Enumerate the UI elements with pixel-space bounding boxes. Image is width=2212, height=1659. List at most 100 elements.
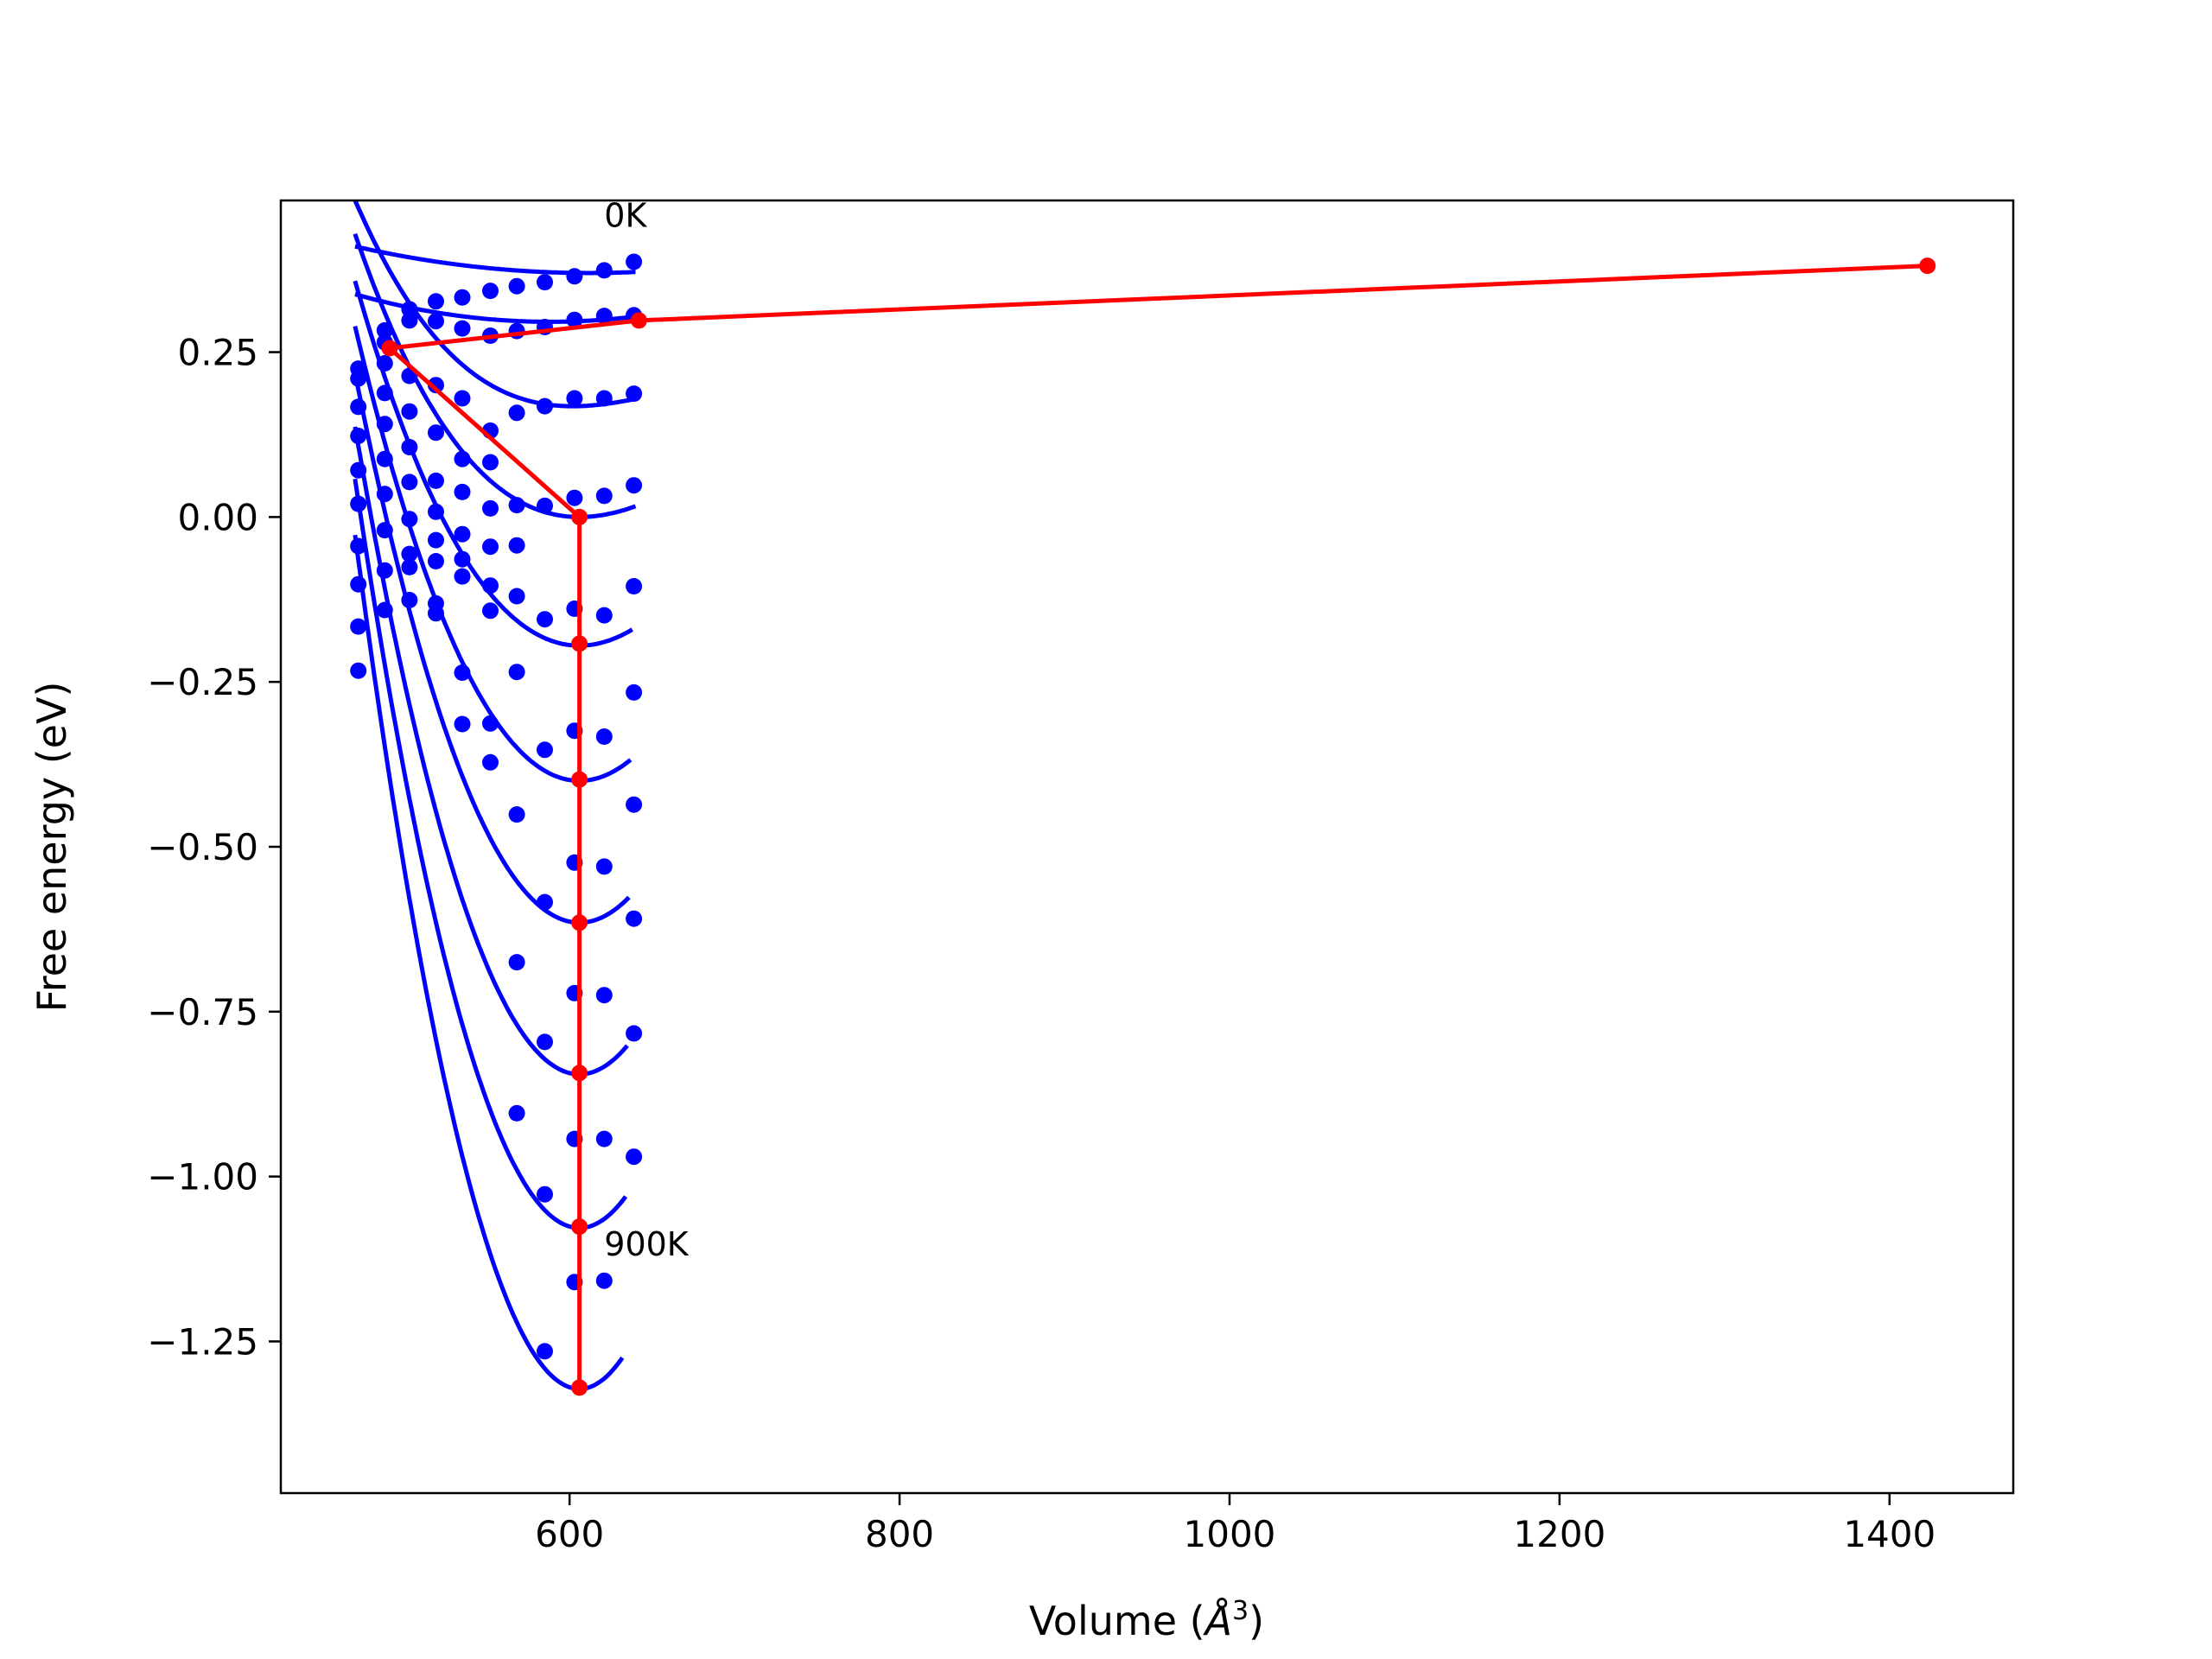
data-point-4-7 (537, 611, 553, 628)
data-point-1-8 (566, 311, 583, 328)
annotation-0: 0K (604, 197, 647, 235)
data-point-9-0 (350, 662, 367, 679)
minima-point-4 (571, 635, 588, 652)
data-point-0-10 (626, 253, 643, 270)
data-point-3-3 (428, 424, 444, 442)
x-tick-label-1400: 1400 (1843, 1513, 1936, 1555)
data-point-5-10 (626, 683, 643, 701)
data-point-4-5 (482, 499, 499, 517)
minima-point-2 (381, 340, 398, 357)
data-point-6-7 (537, 893, 553, 911)
data-point-9-4 (454, 715, 471, 733)
data-point-3-4 (454, 450, 471, 467)
minima-path (381, 257, 1936, 1396)
data-point-0-2 (401, 301, 418, 318)
data-point-6-2 (401, 511, 418, 528)
x-axis-ticks: 600 800 1000 1200 1400 (535, 1493, 1936, 1555)
data-point-4-6 (508, 537, 525, 554)
data-point-4-10 (626, 578, 643, 594)
data-point-9-2 (401, 592, 418, 608)
data-point-2-7 (537, 397, 553, 415)
minima-point-5 (571, 771, 588, 788)
data-point-5-4 (454, 525, 471, 543)
data-point-2-10 (626, 385, 643, 403)
data-point-9-7 (537, 1343, 553, 1360)
data-points (350, 253, 643, 1360)
data-point-5-9 (595, 728, 613, 745)
data-point-5-1 (376, 450, 393, 467)
data-point-3-8 (566, 489, 583, 506)
x-axis-label: Volume (Å3) (1029, 1596, 1264, 1644)
data-point-3-1 (376, 385, 393, 402)
data-point-0-6 (508, 277, 525, 295)
data-point-8-0 (350, 618, 367, 635)
minima-point-9 (571, 1379, 588, 1396)
annotation-1: 900K (604, 1225, 690, 1263)
data-point-7-2 (401, 545, 418, 563)
data-point-9-10 (626, 1148, 643, 1166)
data-point-2-6 (508, 404, 525, 422)
data-point-0-9 (595, 262, 613, 279)
data-point-8-2 (401, 558, 418, 575)
data-point-3-0 (350, 428, 367, 444)
data-point-4-4 (454, 483, 471, 500)
y-tick-label-1: −1.00 (147, 1156, 258, 1198)
data-point-6-9 (595, 858, 613, 875)
data-point-2-1 (376, 355, 393, 372)
data-point-7-10 (626, 910, 643, 927)
data-point-3-2 (401, 403, 418, 420)
data-point-1-9 (595, 308, 613, 325)
x-tick-label-800: 800 (865, 1513, 934, 1555)
data-point-2-0 (350, 398, 367, 416)
fit-curve-1 (354, 292, 636, 324)
data-point-7-6 (508, 806, 525, 823)
data-point-1-2 (401, 312, 418, 329)
minima-point-7 (571, 1065, 588, 1082)
data-point-0-3 (428, 293, 444, 310)
y-tick-label-5: 0.00 (177, 496, 258, 538)
data-point-6-5 (482, 577, 499, 594)
data-point-6-10 (626, 796, 643, 813)
data-point-1-4 (454, 320, 471, 337)
data-point-0-5 (482, 283, 499, 300)
data-point-1-0 (350, 360, 367, 378)
data-point-1-3 (428, 313, 444, 330)
data-point-8-6 (508, 954, 525, 971)
data-point-4-0 (350, 461, 367, 479)
data-point-3-9 (595, 487, 613, 505)
data-point-5-3 (428, 503, 444, 520)
data-point-6-3 (428, 531, 444, 549)
x-tick-label-1200: 1200 (1513, 1513, 1605, 1555)
data-point-0-4 (454, 289, 471, 306)
data-point-9-5 (482, 753, 499, 771)
data-point-8-10 (626, 1025, 643, 1042)
minima-path-line (385, 264, 1928, 1388)
data-point-2-8 (566, 390, 583, 407)
data-point-6-6 (508, 664, 525, 681)
data-point-7-5 (482, 602, 499, 620)
data-point-2-3 (428, 377, 444, 394)
data-point-4-2 (401, 439, 418, 455)
data-point-8-4 (454, 664, 471, 681)
data-point-5-7 (537, 741, 553, 759)
data-point-3-5 (482, 454, 499, 471)
y-axis-label: Free energy (eV) (29, 682, 75, 1013)
data-point-5-2 (401, 474, 418, 491)
data-point-3-6 (508, 497, 525, 514)
data-point-2-4 (454, 390, 471, 407)
minima-point-6 (571, 914, 588, 931)
data-point-3-10 (626, 477, 643, 494)
minima-point-8 (571, 1218, 588, 1236)
fit-curve-0 (354, 244, 636, 276)
data-point-9-9 (595, 1272, 613, 1289)
data-point-7-3 (428, 553, 444, 569)
data-point-0-1 (376, 321, 393, 339)
x-tick-label-1000: 1000 (1184, 1513, 1276, 1555)
data-point-7-7 (537, 1033, 553, 1051)
data-point-5-0 (350, 495, 367, 512)
annotations: 0K 900K (604, 197, 690, 1264)
data-point-8-7 (537, 1185, 553, 1203)
data-point-7-1 (376, 522, 393, 539)
minima-point-0 (1919, 257, 1936, 275)
